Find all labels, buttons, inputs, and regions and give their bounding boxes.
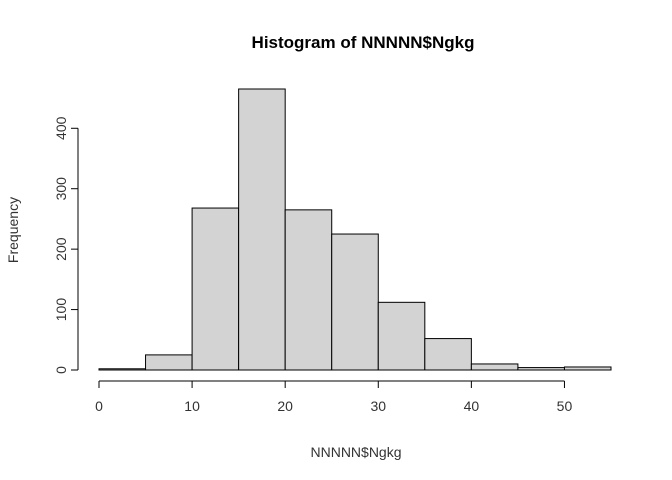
x-tick-label: 0 [95,398,103,414]
x-tick-label: 30 [370,398,386,414]
y-axis-label: Frequency [5,197,21,263]
bars-group [98,88,612,371]
histogram-bar [145,354,193,371]
histogram-bar [238,88,286,371]
x-tick-label: 10 [184,398,200,414]
x-tick-label: 40 [464,398,480,414]
x-axis-label: NNNNN$Ngkg [310,444,401,460]
histogram-bar [563,366,612,371]
y-tick-label: 400 [53,116,69,140]
chart-title: Histogram of NNNNN$Ngkg [252,33,475,52]
histogram-bar [191,207,240,371]
histogram-bar [331,233,379,371]
y-axis: 0 100 200 300 400 [53,116,79,374]
x-axis: 0 10 20 30 40 50 [95,380,573,414]
histogram-bar [377,301,426,371]
y-tick-label: 100 [53,298,69,322]
x-tick-label: 50 [557,398,573,414]
histogram-bar [98,368,147,371]
y-tick-label: 300 [53,177,69,201]
histogram-bar [284,209,333,371]
histogram-bar [424,338,472,371]
y-tick-label: 200 [53,237,69,261]
histogram-bar [470,363,519,371]
x-tick-label: 20 [277,398,293,414]
y-tick-label: 0 [53,366,69,374]
histogram-bar [517,367,565,371]
